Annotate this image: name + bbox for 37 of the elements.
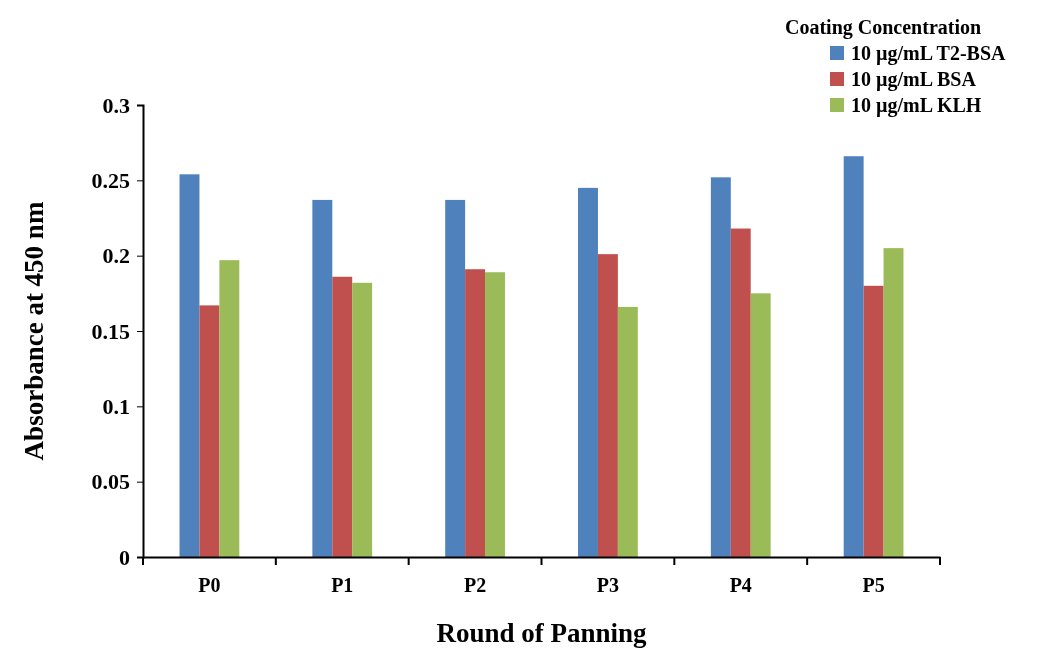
x-tick-label: P1: [331, 574, 354, 596]
bar: [465, 269, 486, 557]
x-tick-label: P2: [463, 574, 487, 596]
bar: [219, 260, 240, 557]
bar: [710, 177, 731, 557]
y-tick-label: 0.15: [91, 318, 130, 344]
x-tick-label: P5: [862, 574, 885, 596]
legend-label: 10 µg/mL KLH: [851, 94, 982, 117]
y-axis-title: Absorbance at 450 nm: [19, 201, 49, 461]
bar: [863, 285, 884, 557]
y-tick-label: 0: [119, 544, 130, 570]
bar: [597, 254, 618, 557]
bar: [199, 305, 220, 557]
legend-title: Coating Concentration: [785, 16, 982, 39]
y-tick-label: 0.2: [102, 243, 130, 269]
bar: [445, 199, 466, 557]
legend-label: 10 µg/mL BSA: [851, 68, 977, 91]
bar: [332, 276, 353, 557]
y-tick-label: 0.25: [91, 167, 130, 193]
legend-label: 10 µg/mL T2-BSA: [851, 42, 1007, 65]
bar: [312, 199, 333, 557]
bar: [617, 306, 638, 557]
bar: [843, 156, 864, 557]
y-tick-label: 0.1: [102, 393, 130, 419]
bar: [730, 228, 751, 557]
bar: [883, 248, 904, 557]
x-tick-label: P3: [596, 574, 620, 596]
bar: [352, 282, 373, 557]
x-axis-title: Round of Panning: [436, 618, 648, 648]
x-tick-label: P0: [198, 574, 221, 596]
bar: [179, 174, 200, 557]
y-tick-label: 0.05: [91, 469, 130, 495]
x-tick-label: P4: [729, 574, 752, 596]
y-tick-label: 0.3: [102, 92, 130, 118]
bar: [750, 293, 771, 557]
bar: [485, 272, 505, 557]
bar: [578, 187, 598, 557]
